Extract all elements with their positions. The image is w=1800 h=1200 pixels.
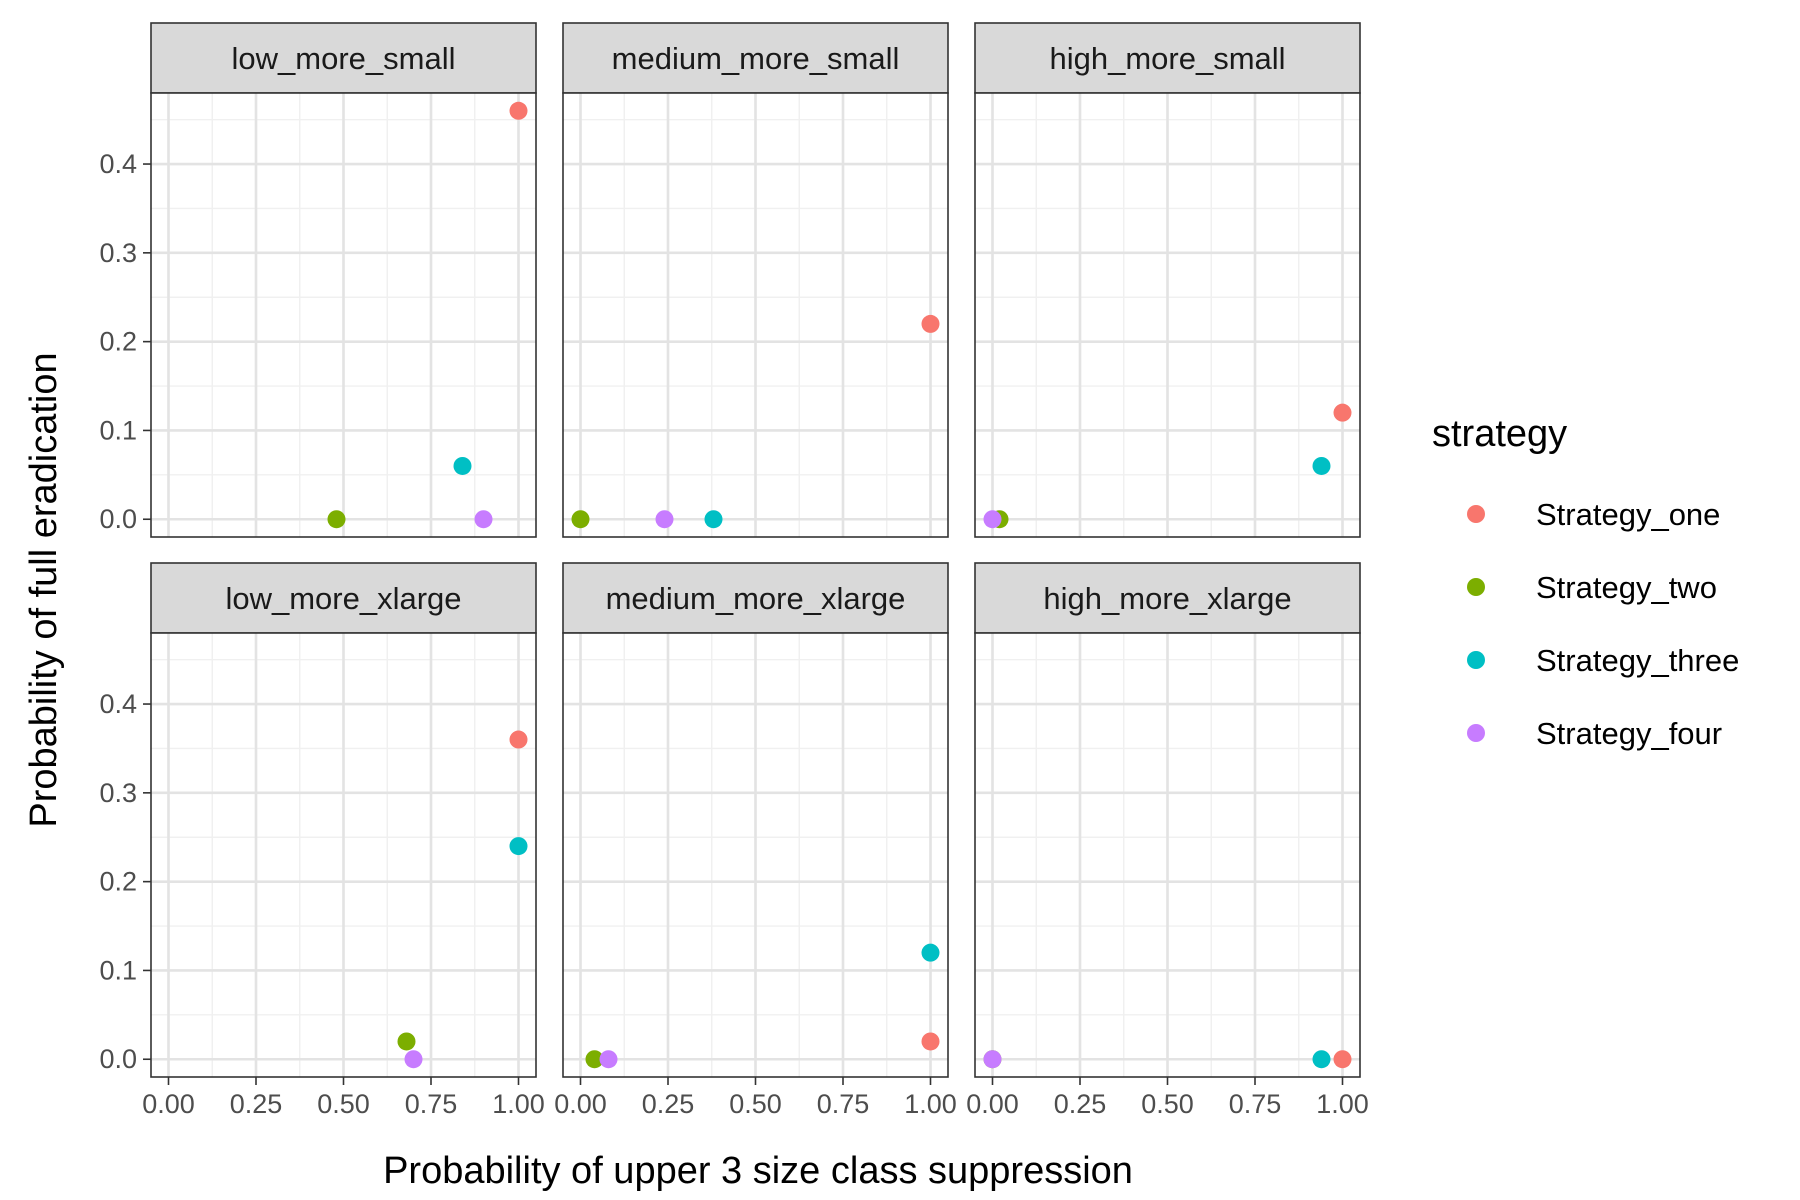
legend-key bbox=[1467, 578, 1485, 596]
x-tick-label: 0.75 bbox=[405, 1089, 458, 1119]
legend-label: Strategy_two bbox=[1536, 570, 1717, 605]
facet-panel-low-more-small: low_more_small bbox=[150, 22, 537, 538]
legend-key bbox=[1467, 505, 1485, 523]
legend-entry-strategy-one: Strategy_one bbox=[1467, 497, 1720, 532]
legend-label: Strategy_one bbox=[1536, 497, 1720, 532]
facet-strip-label: medium_more_xlarge bbox=[606, 581, 906, 616]
y-tick-label: 0.2 bbox=[99, 327, 137, 357]
y-tick-label: 0.2 bbox=[99, 867, 137, 897]
legend: strategy Strategy_oneStrategy_twoStrateg… bbox=[1432, 413, 1739, 751]
y-tick-label: 0.1 bbox=[99, 415, 137, 445]
point-strategy-three bbox=[509, 837, 528, 856]
x-tick-label: 0.50 bbox=[729, 1089, 782, 1119]
legend-title: strategy bbox=[1432, 413, 1567, 455]
facet-panel-high-more-xlarge: high_more_xlarge bbox=[974, 562, 1361, 1078]
y-tick-label: 0.4 bbox=[99, 149, 137, 179]
x-tick-label: 0.00 bbox=[554, 1089, 607, 1119]
y-axis-ticks: 0.0 0.1 0.2 0.3 0.4 0.0 0.1 0.2 0.3 0.4 bbox=[99, 149, 151, 1074]
facet-strip bbox=[562, 562, 949, 634]
point-strategy-two bbox=[327, 510, 346, 529]
x-axis-ticks: 0.00 0.25 0.50 0.75 1.00 0.00 0.25 0.50 0.75 1.00… bbox=[142, 1077, 1369, 1119]
legend-key bbox=[1467, 724, 1485, 742]
point-strategy-four bbox=[983, 1050, 1002, 1069]
point-strategy-three bbox=[1312, 1050, 1331, 1069]
facet-panels: low_more_small medium_more_small high_more… bbox=[150, 22, 1361, 1078]
point-strategy-four bbox=[599, 1050, 618, 1069]
facet-strip-label: medium_more_small bbox=[612, 41, 900, 76]
y-tick-label: 0.0 bbox=[99, 504, 137, 534]
y-tick-label: 0.3 bbox=[99, 778, 137, 808]
point-strategy-one bbox=[509, 730, 528, 749]
point-strategy-two bbox=[571, 510, 590, 529]
x-tick-label: 0.00 bbox=[142, 1089, 195, 1119]
facet-panel-low-more-xlarge: low_more_xlarge bbox=[150, 562, 537, 1078]
panel-border bbox=[974, 92, 1361, 538]
point-strategy-one bbox=[921, 1032, 940, 1051]
facet-panel-medium-more-xlarge: medium_more_xlarge bbox=[562, 562, 949, 1078]
x-tick-label: 0.25 bbox=[230, 1089, 283, 1119]
x-tick-label: 0.25 bbox=[642, 1089, 695, 1119]
legend-entry-strategy-three: Strategy_three bbox=[1467, 643, 1739, 678]
x-tick-label: 0.75 bbox=[817, 1089, 870, 1119]
y-tick-label: 0.1 bbox=[99, 955, 137, 985]
legend-key bbox=[1467, 651, 1485, 669]
x-tick-label: 1.00 bbox=[904, 1089, 957, 1119]
x-tick-label: 0.50 bbox=[1141, 1089, 1194, 1119]
facet-strip-label: low_more_small bbox=[232, 41, 456, 76]
point-strategy-four bbox=[404, 1050, 423, 1069]
y-tick-label: 0.4 bbox=[99, 689, 137, 719]
legend-entries: Strategy_one Strategy_two Strategy_three St… bbox=[1467, 497, 1739, 751]
legend-label: Strategy_four bbox=[1536, 716, 1722, 751]
panel-border bbox=[150, 92, 537, 538]
x-tick-label: 1.00 bbox=[492, 1089, 545, 1119]
x-tick-label: 0.50 bbox=[317, 1089, 370, 1119]
point-strategy-two bbox=[585, 1050, 604, 1069]
y-axis-title: Probability of full eradication bbox=[23, 352, 65, 827]
x-axis-title: Probability of upper 3 size class suppre… bbox=[383, 1150, 1133, 1192]
facet-strip bbox=[562, 22, 949, 94]
legend-label: Strategy_three bbox=[1536, 643, 1739, 678]
facet-strip bbox=[974, 22, 1361, 94]
x-tick-label: 1.00 bbox=[1316, 1089, 1369, 1119]
y-tick-label: 0.3 bbox=[99, 238, 137, 268]
x-tick-label: 0.00 bbox=[966, 1089, 1019, 1119]
facet-strip-label: high_more_small bbox=[1049, 41, 1285, 76]
point-strategy-one bbox=[1333, 1050, 1352, 1069]
x-tick-label: 0.25 bbox=[1054, 1089, 1107, 1119]
facet-panel-high-more-small: high_more_small bbox=[974, 22, 1361, 538]
facet-strip-label: high_more_xlarge bbox=[1043, 581, 1291, 616]
facet-panel-medium-more-small: medium_more_small bbox=[562, 22, 949, 538]
point-strategy-three bbox=[704, 510, 723, 529]
legend-entry-strategy-two: Strategy_two bbox=[1467, 570, 1717, 605]
point-strategy-three bbox=[453, 456, 472, 475]
y-tick-label: 0.0 bbox=[99, 1044, 137, 1074]
point-strategy-one bbox=[1333, 403, 1352, 422]
facet-strip bbox=[974, 562, 1361, 634]
point-strategy-one bbox=[921, 314, 940, 333]
point-strategy-three bbox=[921, 943, 940, 962]
legend-entry-strategy-four: Strategy_four bbox=[1467, 716, 1722, 751]
point-strategy-four bbox=[474, 510, 493, 529]
x-tick-label: 0.75 bbox=[1229, 1089, 1282, 1119]
panel-border bbox=[562, 92, 949, 538]
point-strategy-four bbox=[983, 510, 1002, 529]
facet-strip bbox=[150, 22, 537, 94]
point-strategy-three bbox=[1312, 456, 1331, 475]
point-strategy-two bbox=[397, 1032, 416, 1051]
point-strategy-four bbox=[655, 510, 674, 529]
facet-strip-label: low_more_xlarge bbox=[225, 581, 461, 616]
point-strategy-one bbox=[509, 101, 528, 120]
